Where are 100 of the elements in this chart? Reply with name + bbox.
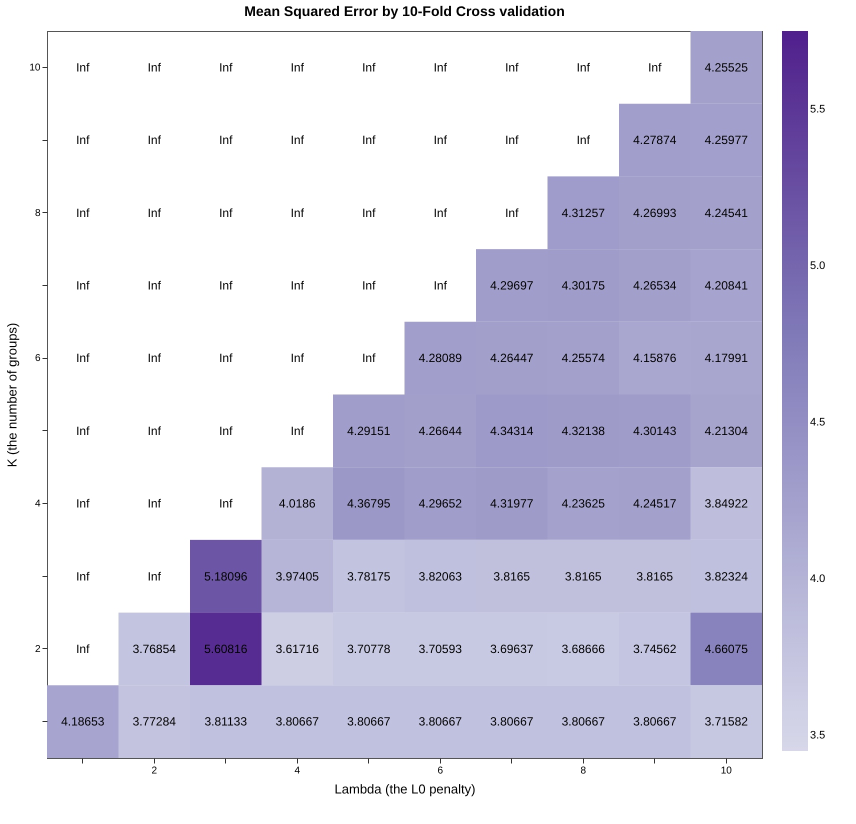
text: Inf (290, 60, 304, 74)
data-label: 4.29151 (347, 424, 391, 438)
text: Inf (219, 60, 232, 74)
text: Inf (76, 133, 90, 148)
text: Inf (505, 133, 518, 148)
data-label: 4.31977 (490, 496, 534, 511)
chart-title: Mean Squared Error by 10-Fold Cross validation (244, 3, 565, 19)
data-label: 3.70593 (418, 642, 462, 656)
text: Inf (219, 206, 232, 220)
text: Inf (148, 424, 161, 438)
data-label: 3.74562 (633, 642, 677, 656)
color-bar-label: 3.5 (810, 729, 826, 742)
text: Inf (219, 278, 232, 292)
text: Inf (290, 133, 304, 148)
x-tick-label: 8 (580, 766, 586, 776)
text: Inf (362, 133, 376, 148)
data-label: 4.36795 (347, 496, 391, 511)
data-label: 4.20841 (704, 278, 748, 292)
data-label: 3.8165 (564, 569, 602, 584)
text: Inf (76, 206, 90, 220)
text: Inf (219, 424, 232, 438)
x-axis-title: Lambda (the L0 penalty) (334, 782, 476, 796)
data-label: 3.82063 (418, 569, 462, 584)
text: Inf (290, 206, 304, 220)
x-tick-label: 4 (294, 766, 300, 776)
text: Inf (148, 496, 161, 511)
color-bar-label: 5.5 (810, 103, 826, 116)
text: Inf (148, 60, 161, 74)
y-tick-label: 8 (34, 208, 41, 219)
data-label: 3.8165 (493, 569, 530, 584)
text: Inf (576, 60, 590, 74)
text: Inf (290, 424, 304, 438)
text: Inf (576, 133, 590, 148)
data-label: 3.8165 (636, 569, 674, 584)
data-label: 3.80667 (418, 714, 462, 729)
color-bar-label: 4.0 (810, 572, 826, 585)
text: Inf (505, 206, 518, 220)
data-label: 5.18096 (204, 569, 248, 584)
data-label: 4.25977 (704, 133, 748, 148)
data-label: 3.68666 (562, 642, 606, 656)
data-label: 4.0186 (278, 496, 316, 511)
data-label: 3.77284 (132, 714, 176, 729)
text: Inf (148, 206, 161, 220)
x-tick-label: 6 (437, 766, 444, 776)
data-label: 4.26993 (633, 206, 677, 220)
data-label: 4.26534 (633, 278, 677, 292)
text: Inf (434, 133, 447, 148)
text: Inf (434, 60, 447, 74)
data-label: 4.24541 (704, 206, 748, 220)
text: Inf (148, 133, 161, 148)
text: Inf (148, 278, 161, 292)
data-label: 5.60816 (204, 642, 248, 656)
data-label: 4.66075 (704, 642, 748, 656)
data-label: 4.15876 (633, 351, 677, 366)
data-label: 4.17991 (704, 351, 748, 366)
data-label: 3.78175 (347, 569, 391, 584)
data-label: 3.81133 (204, 714, 248, 729)
data-label: 4.18653 (61, 714, 105, 729)
data-label: 4.23625 (562, 496, 606, 511)
text: Inf (76, 569, 90, 584)
data-label: 4.25525 (704, 60, 748, 74)
data-label: 3.80667 (347, 714, 391, 729)
data-label: 4.30175 (562, 278, 606, 292)
text: Inf (434, 206, 447, 220)
data-label: 4.25574 (562, 351, 606, 366)
data-label: 4.29652 (418, 496, 462, 511)
data-label: 3.80667 (633, 714, 677, 729)
data-label: 4.21304 (704, 424, 748, 438)
y-tick-label: 2 (34, 644, 41, 655)
data-label: 4.32138 (562, 424, 606, 438)
data-label: 3.80667 (490, 714, 534, 729)
data-label: 3.69637 (490, 642, 534, 656)
y-tick-label: 10 (29, 62, 41, 74)
x-tick-label: 2 (151, 766, 158, 776)
y-axis-title: K (the number of groups) (4, 322, 20, 468)
data-label: 3.76854 (132, 642, 176, 656)
text: Inf (76, 60, 90, 74)
text: Inf (76, 278, 90, 292)
text: Inf (219, 133, 232, 148)
data-label: 4.26644 (418, 424, 462, 438)
data-label: 3.82324 (704, 569, 748, 584)
data-label: 4.31257 (562, 206, 606, 220)
text: Inf (362, 206, 376, 220)
data-label: 3.97405 (276, 569, 320, 584)
text: Inf (362, 351, 376, 366)
data-label: 4.30143 (633, 424, 677, 438)
text: Inf (219, 496, 232, 511)
text: Inf (434, 278, 447, 292)
text: Inf (290, 278, 304, 292)
y-tick-label: 6 (34, 353, 41, 364)
text: Inf (76, 642, 90, 656)
text: Inf (76, 351, 90, 366)
y-tick-label: 4 (34, 498, 41, 510)
data-label: 4.27874 (633, 133, 677, 148)
data-label: 4.24517 (633, 496, 677, 511)
data-label: 4.28089 (418, 351, 462, 366)
text: Inf (362, 278, 376, 292)
data-label: 3.84922 (704, 496, 748, 511)
data-label: 3.61716 (276, 642, 320, 656)
color-bar-label: 5.0 (810, 260, 826, 272)
